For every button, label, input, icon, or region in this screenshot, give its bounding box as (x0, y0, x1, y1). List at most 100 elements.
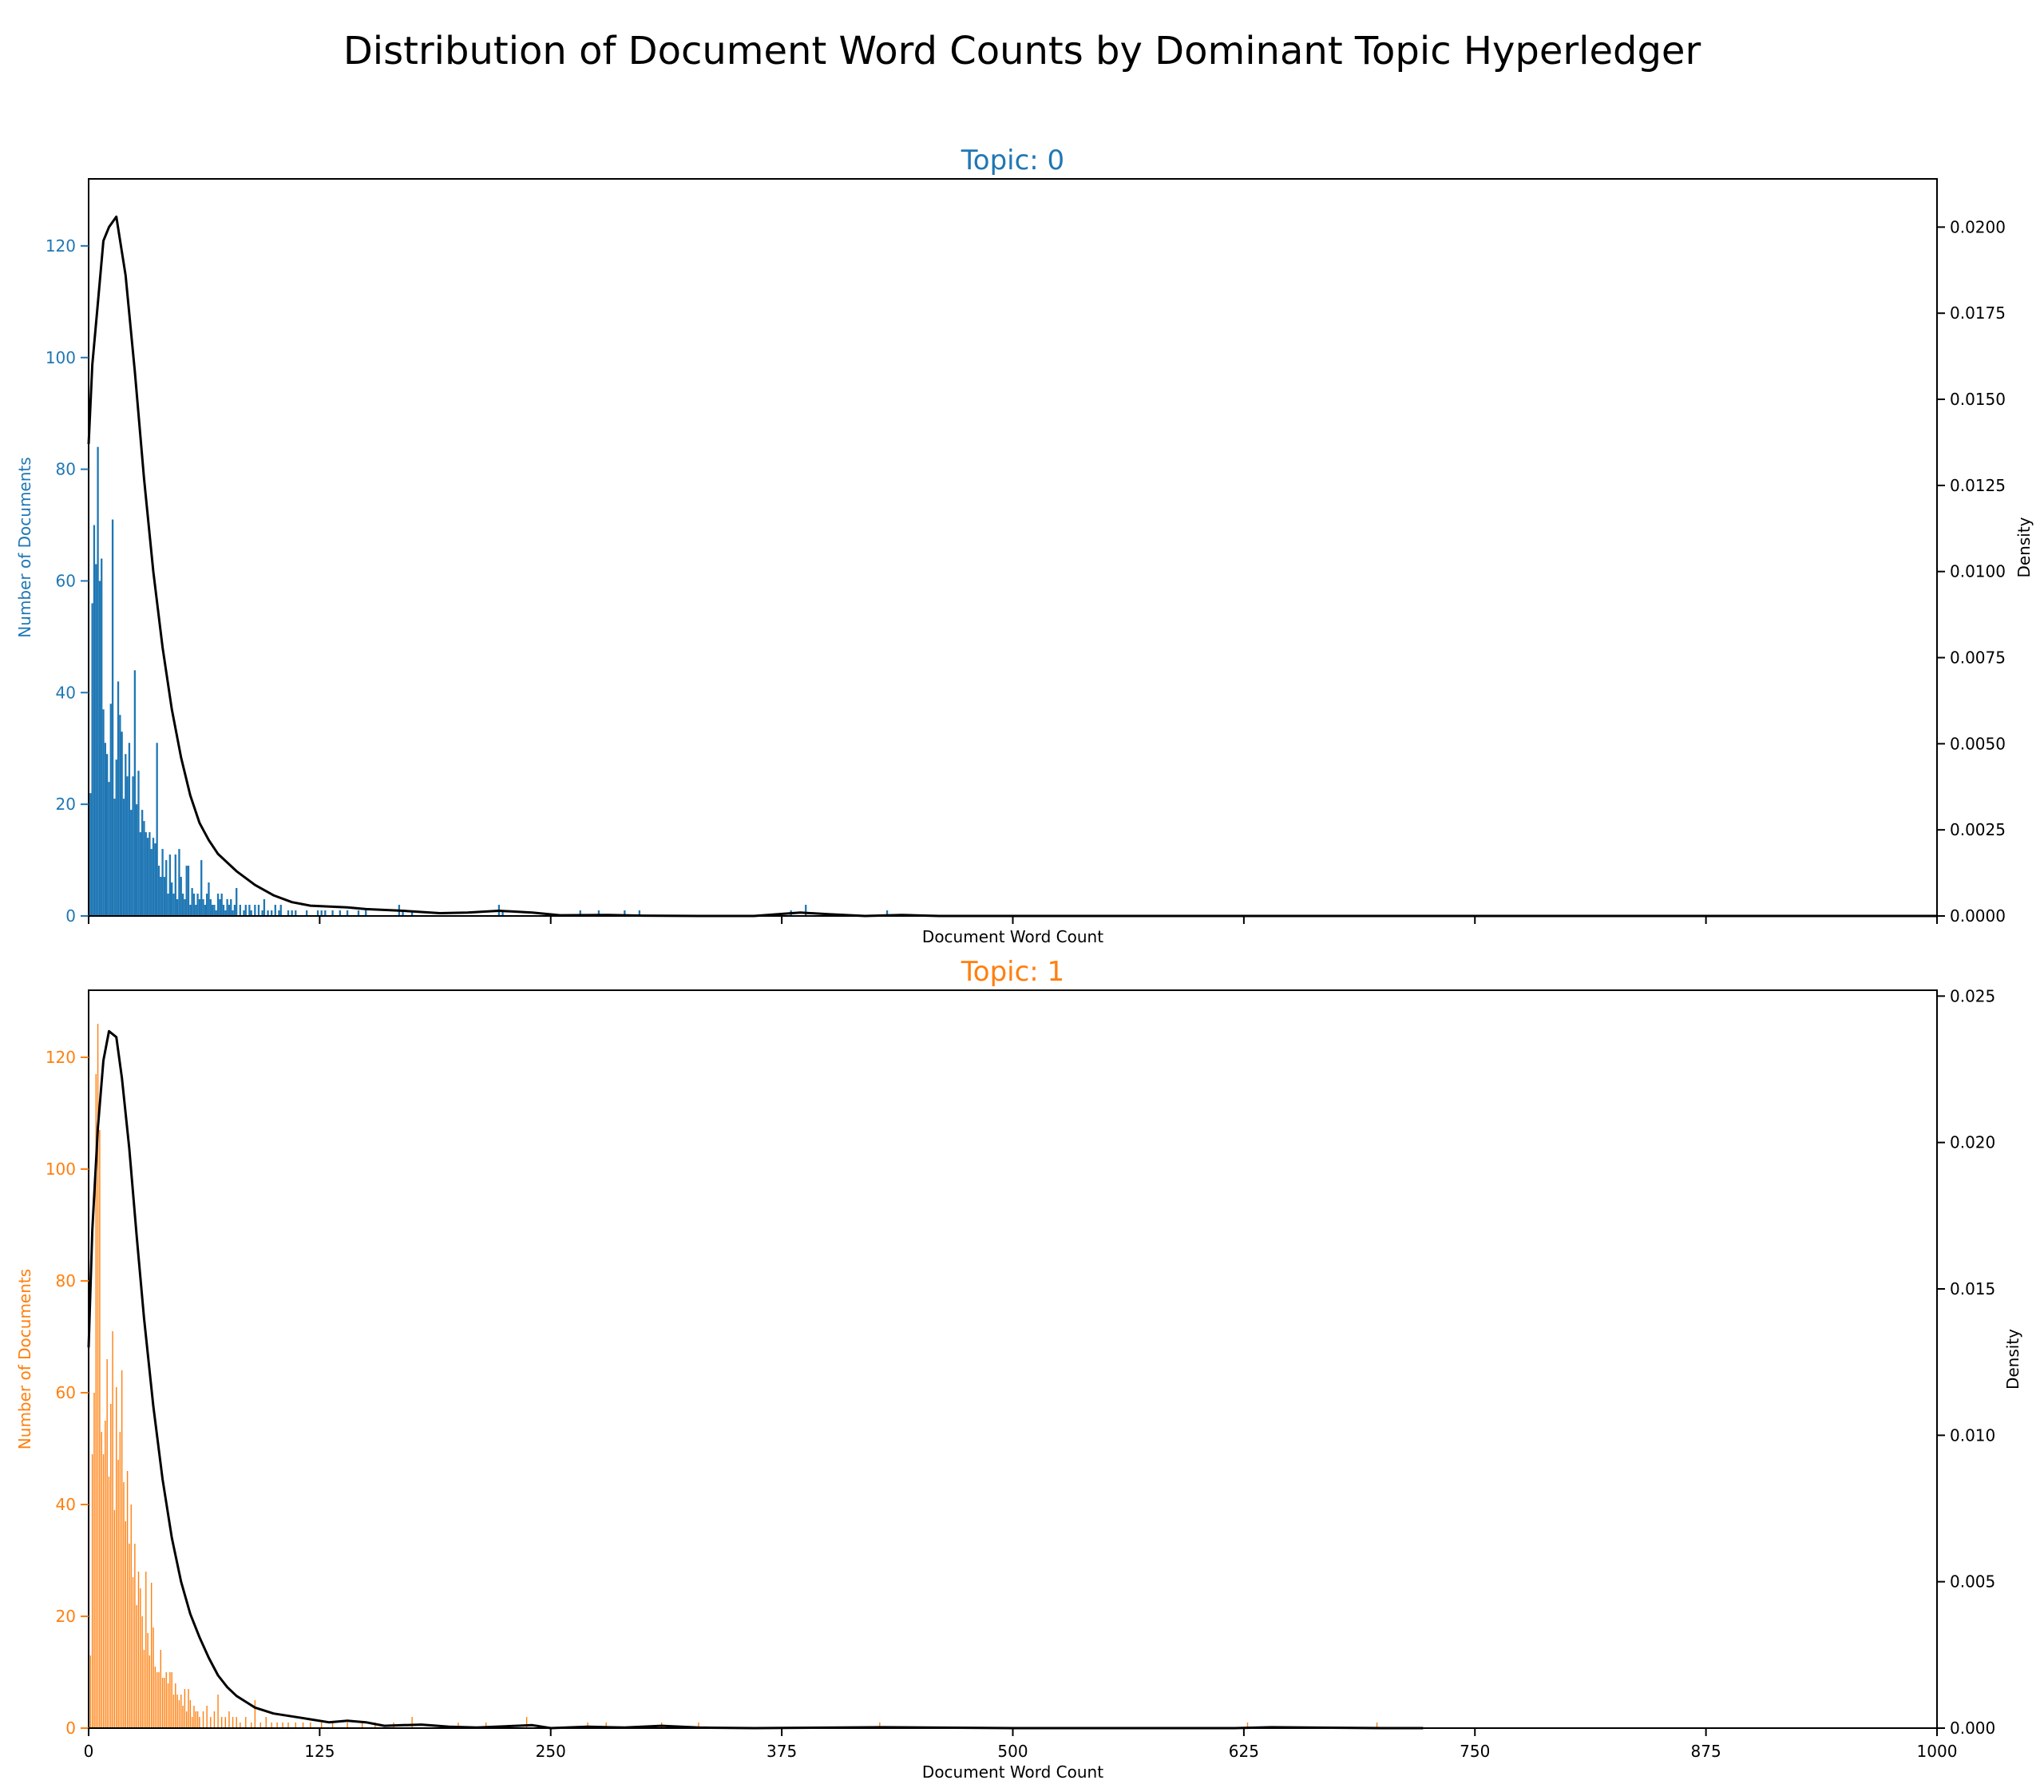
histogram-bar (187, 866, 190, 916)
histogram-bar (169, 1672, 171, 1728)
histogram-bar (202, 1711, 204, 1728)
histogram-bar (202, 899, 204, 916)
histogram-bar (191, 888, 193, 916)
histogram-bar (101, 1432, 102, 1728)
histogram-bar (579, 910, 581, 916)
histogram-bar (189, 905, 192, 916)
histogram-bar (168, 854, 172, 916)
histogram-bar (230, 899, 232, 916)
y-tick-label: 100 (46, 348, 76, 367)
histogram-bar (119, 1432, 121, 1728)
y2-tick-label: 0.015 (1950, 1279, 1995, 1298)
y-tick-label: 20 (56, 1607, 76, 1626)
histogram-bar (156, 743, 158, 916)
histogram-bar (185, 866, 188, 916)
x-tick-label: 750 (1460, 1742, 1490, 1761)
histogram-bar (140, 1588, 141, 1728)
density-line (87, 215, 1937, 918)
y-tick-label: 40 (56, 1495, 76, 1514)
histogram-bar (219, 899, 221, 916)
histogram-bar (310, 1723, 311, 1728)
histogram-bar (151, 1583, 153, 1728)
histogram-bar (149, 1655, 151, 1728)
histogram-bar (295, 910, 297, 916)
histogram-bar (189, 1700, 192, 1728)
histogram-bar (154, 1667, 156, 1728)
histogram-bar (126, 1471, 129, 1728)
histogram-bar (209, 899, 212, 916)
histogram-bar (174, 854, 176, 916)
histogram-bar (271, 910, 273, 916)
histogram-bar (97, 446, 99, 916)
histogram-bar (136, 804, 138, 916)
histogram-bar (879, 1723, 881, 1728)
histogram-bar (698, 1723, 699, 1728)
histogram-bar (257, 905, 260, 916)
histogram-bar (282, 1723, 283, 1728)
histogram-bar (133, 670, 137, 916)
histogram-bar (236, 1717, 237, 1728)
histogram-bar (210, 1717, 212, 1728)
histogram-bar (116, 1387, 117, 1728)
histogram-bar (331, 1723, 334, 1728)
histogram-bar (204, 905, 206, 916)
x-tick-label: 875 (1691, 1742, 1721, 1761)
histogram-bar (220, 1717, 223, 1728)
histogram-bar (320, 910, 323, 916)
histogram-bar (154, 843, 156, 916)
histogram-bar (357, 910, 360, 916)
y2-tick-label: 0.010 (1950, 1425, 1995, 1445)
histogram-bar (410, 910, 414, 916)
histogram-bar (178, 849, 180, 916)
histogram-bar (215, 910, 217, 916)
y-axis-label: Number of Documents (15, 457, 34, 637)
histogram-bar (250, 910, 252, 916)
histogram-bar (206, 894, 208, 916)
x-axis-label: Document Word Count (922, 927, 1103, 946)
histogram-bar (245, 1717, 247, 1728)
histogram-bar (605, 1723, 607, 1728)
histogram-bar (316, 910, 319, 916)
histogram-bar (213, 1711, 216, 1728)
histogram-bar (128, 743, 131, 916)
histogram-bar (228, 905, 231, 916)
histogram-bar (95, 564, 97, 916)
y2-tick-label: 0.0125 (1950, 476, 2006, 495)
histogram-bar (130, 810, 133, 916)
histogram-bar (365, 910, 367, 916)
histogram-bar (137, 1572, 140, 1728)
histogram-bar (108, 782, 110, 916)
y-tick-label: 80 (56, 1271, 76, 1290)
histogram-bar (208, 882, 210, 916)
topic-1-panel: 0 20 40 60 80 100 120 0.000 0.005 0.010 0.015 0.020… (15, 956, 2022, 1782)
y-tick-label: 60 (56, 1383, 76, 1402)
histogram-bar (93, 1393, 95, 1728)
histogram-bar (113, 1510, 116, 1728)
x-tick-label: 1000 (1917, 1742, 1958, 1761)
histogram-bar (226, 899, 228, 916)
histogram-bar (150, 849, 153, 916)
histogram-bar (161, 849, 164, 916)
histogram-bar (287, 910, 290, 916)
histogram-bar (98, 581, 101, 916)
histogram-bar (181, 894, 184, 916)
histogram-bar (402, 910, 404, 916)
subplot-title: Topic: 1 (961, 956, 1064, 988)
histogram-bar (184, 1689, 186, 1728)
histogram-bar (145, 1572, 147, 1728)
histogram-bar (93, 525, 96, 916)
histogram-bar (196, 1711, 199, 1728)
histogram-bar (143, 821, 145, 916)
y-tick-label: 0 (65, 1719, 76, 1738)
topic-0-panel: 0 20 40 60 80 100 120 0.0000 0.0025 0.0050 0.0075 0… (15, 145, 2034, 946)
y-tick-label: 0 (65, 906, 76, 926)
histogram-bar (104, 743, 106, 916)
histogram-bar (156, 1672, 158, 1728)
histogram-bar (186, 1711, 188, 1728)
histogram-bar (265, 1717, 267, 1728)
y-tick-label: 120 (46, 1048, 76, 1067)
histogram-bar (251, 1723, 252, 1728)
histogram-bar (147, 1633, 149, 1728)
